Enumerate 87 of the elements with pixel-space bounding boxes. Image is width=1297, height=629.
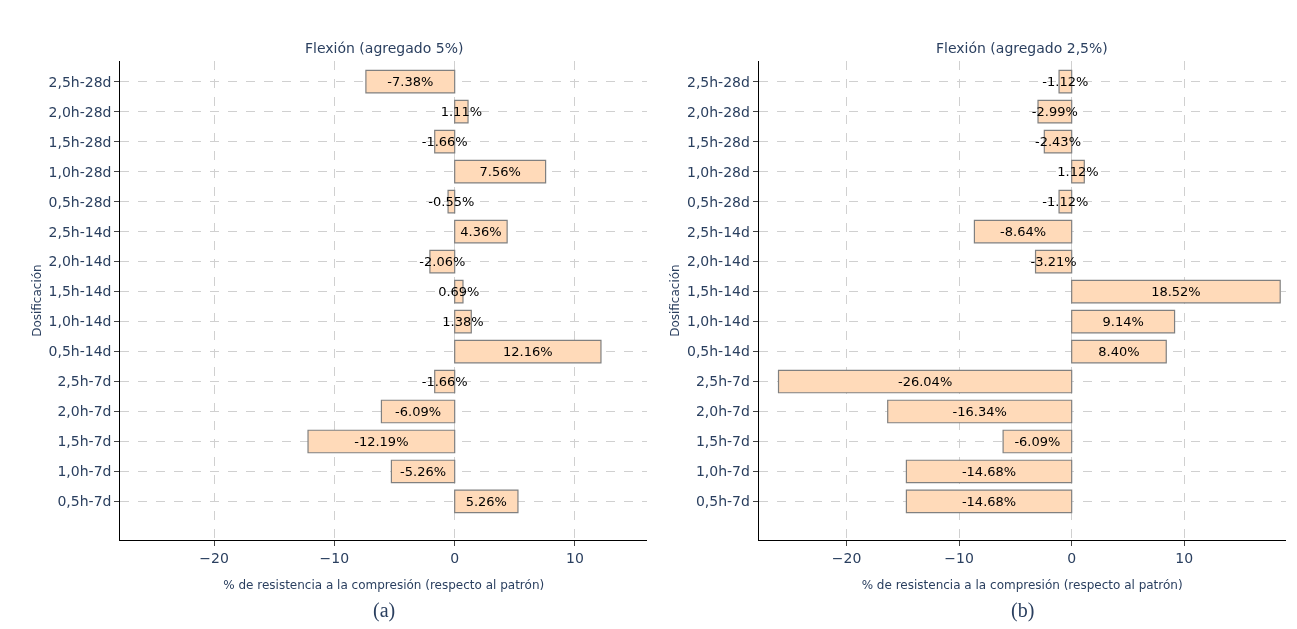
x-tick-label: −10 [944,550,974,567]
data-label: 8.40% [1098,344,1140,360]
y-tick-label: 2,5h-28d [48,73,112,90]
data-label: -0.55% [428,194,475,210]
x-tick-label: −10 [319,550,350,567]
data-label: -6.09% [395,404,442,420]
x-axis-title: % de resistencia a la compresión (respecto al patrón) [223,578,545,593]
y-tick-label: 0,5h-14d [687,343,750,360]
data-label: -2.43% [1035,134,1081,150]
data-label: -6.09% [1014,433,1061,449]
y-tick-label: 1,5h-7d [57,433,112,450]
data-label: 12.16% [503,344,553,360]
x-tick-label: −20 [831,550,862,567]
data-label: 4.36% [460,224,502,240]
x-tick-label: −20 [199,550,229,567]
y-tick-label: 2,5h-14d [48,223,112,240]
data-label: -12.19% [354,433,409,449]
y-tick-label: 2,0h-14d [687,253,750,270]
y-tick-label: 1,0h-28d [48,163,112,180]
y-tick-label: 1,0h-7d [57,463,112,480]
y-tick-label: 0,5h-7d [57,493,112,510]
data-label: 7.56% [479,164,521,180]
y-tick-label: 2,5h-14d [687,223,750,240]
bar [777,369,1073,394]
bar [887,399,1073,424]
bar [973,219,1073,244]
data-label: 1.11% [440,104,483,120]
x-tick-label: 0 [1067,550,1077,567]
y-tick-label: 1,0h-7d [695,463,750,480]
data-label: -14.68% [961,463,1017,479]
chart-title: Flexión (agregado 2,5%) [936,40,1108,56]
y-tick-label: 0,5h-28d [48,193,112,210]
bar [454,159,547,184]
data-label: 18.52% [1151,284,1201,300]
y-tick-label: 1,5h-28d [48,133,112,150]
data-label: -2.06% [419,254,466,270]
x-axis-title: % de resistencia a la compresión (respecto al patrón) [861,578,1183,593]
x-tick-label: 0 [450,550,460,567]
y-tick-label: 2,0h-7d [695,403,750,420]
bar [905,489,1073,514]
data-label: -5.26% [400,463,447,479]
y-tick-label: 2,5h-7d [695,373,750,390]
data-label: -8.64% [1000,224,1047,240]
y-tick-label: 1,0h-28d [687,163,750,180]
y-tick-label: 0,5h-7d [695,493,750,510]
bar [1071,279,1281,304]
chart-title: Flexión (agregado 5%) [305,40,464,56]
data-label: 1.12% [1057,164,1099,180]
data-label: -1.12% [1042,194,1089,210]
y-tick-label: 2,0h-7d [57,403,112,420]
y-tick-label: 1,5h-14d [48,283,112,300]
y-tick-label: 2,0h-28d [48,103,112,120]
bar [454,339,602,364]
data-label: -3.21% [1030,254,1077,270]
data-label: -7.38% [387,74,434,90]
y-tick-label: 2,0h-28d [687,103,750,120]
x-tick-label: 10 [566,550,584,567]
text: (b) [1011,599,1035,622]
y-tick-label: 1,0h-14d [48,313,112,330]
bar [307,429,456,454]
data-label: -2.99% [1031,104,1078,120]
y-tick-label: 2,5h-28d [687,73,750,90]
y-tick-label: 1,0h-14d [687,313,750,330]
data-label: -26.04% [897,374,953,390]
y-tick-label: 0,5h-14d [48,343,112,360]
y-tick-label: 1,5h-28d [687,133,750,150]
data-label: -1.66% [421,374,468,390]
y-tick-label: 1,5h-7d [695,433,750,450]
y-tick-label: 2,5h-7d [57,373,112,390]
y-tick-label: 2,0h-14d [48,253,112,270]
bar [905,459,1073,484]
y-axis-title: Dosificación [29,264,44,337]
data-label: 9.14% [1102,314,1144,330]
data-label: -16.34% [952,404,1007,420]
bar [1071,309,1176,334]
data-label: 0.69% [438,284,480,300]
data-label: -14.68% [961,493,1017,509]
data-label: -1.66% [421,134,468,150]
y-tick-label: 1,5h-14d [687,283,750,300]
text: (a) [373,599,396,622]
data-label: 1.38% [442,314,484,330]
y-axis-title: Dosificación [668,264,683,337]
x-tick-label: 10 [1175,550,1194,567]
y-tick-label: 0,5h-28d [687,193,750,210]
data-label: 5.26% [465,493,507,509]
bar [365,69,456,94]
data-label: -1.12% [1042,74,1089,90]
